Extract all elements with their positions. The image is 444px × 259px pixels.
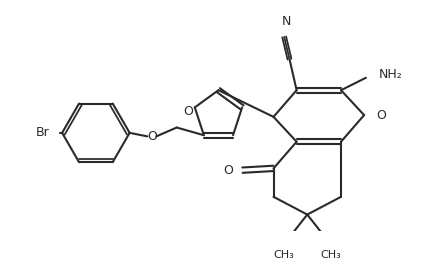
Text: CH₃: CH₃ (274, 250, 294, 259)
Text: O: O (147, 130, 157, 143)
Text: O: O (377, 109, 386, 121)
Text: O: O (183, 105, 193, 118)
Text: N: N (281, 15, 291, 28)
Text: O: O (224, 164, 234, 177)
Text: NH₂: NH₂ (378, 68, 402, 81)
Text: CH₃: CH₃ (320, 250, 341, 259)
Text: Br: Br (36, 126, 50, 139)
